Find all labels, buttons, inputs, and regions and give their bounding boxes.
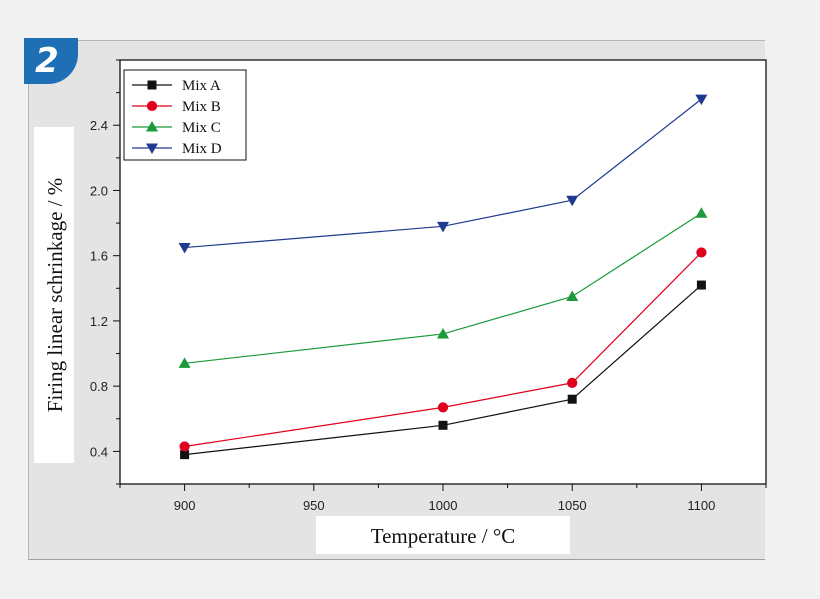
series-mix-b bbox=[179, 247, 707, 452]
square-marker bbox=[180, 450, 190, 460]
legend-entry: Mix B bbox=[132, 99, 221, 115]
x-tick-label: 1100 bbox=[687, 498, 715, 513]
series-line bbox=[184, 284, 702, 456]
series-mix-d bbox=[178, 94, 708, 254]
square-marker bbox=[147, 80, 157, 90]
square-marker bbox=[696, 280, 706, 290]
legend-label: Mix A bbox=[182, 78, 221, 94]
triangle-down-marker bbox=[566, 195, 579, 207]
triangle-up-marker bbox=[146, 121, 158, 132]
y-tick-label: 2.4 bbox=[90, 118, 108, 133]
triangle-down-marker bbox=[146, 143, 158, 154]
triangle-up-marker bbox=[178, 357, 191, 368]
y-tick-label: 1.6 bbox=[90, 249, 108, 264]
legend-label: Mix C bbox=[182, 120, 221, 136]
x-tick-label: 1050 bbox=[558, 498, 587, 513]
y-tick-label: 1.2 bbox=[90, 314, 108, 329]
x-tick-label: 1000 bbox=[429, 498, 458, 513]
series-line bbox=[184, 212, 702, 364]
circle-marker bbox=[437, 402, 449, 413]
legend-entry: Mix A bbox=[132, 78, 221, 94]
x-tick-label: 950 bbox=[303, 498, 325, 513]
triangle-down-marker bbox=[695, 94, 708, 106]
triangle-up-marker bbox=[695, 207, 708, 218]
circle-marker bbox=[146, 100, 158, 112]
square-marker bbox=[438, 420, 448, 430]
triangle-down-marker bbox=[437, 221, 449, 233]
legend-label: Mix D bbox=[182, 141, 222, 157]
y-axis-title: Firing linear schrinkage / % bbox=[43, 178, 67, 412]
circle-marker bbox=[179, 441, 190, 452]
x-tick-label: 900 bbox=[174, 498, 196, 513]
triangle-up-marker bbox=[437, 327, 449, 339]
legend-entry: Mix D bbox=[132, 141, 222, 157]
figure-number-badge: 2 bbox=[24, 38, 78, 84]
x-title-background bbox=[316, 516, 570, 554]
y-tick-label: 0.4 bbox=[90, 444, 108, 459]
x-axis-title: Temperature / °C bbox=[371, 524, 516, 548]
y-tick-label: 2.0 bbox=[90, 183, 108, 198]
series-mix-c bbox=[178, 207, 708, 368]
legend-entry: Mix C bbox=[132, 120, 221, 136]
y-tick-label: 0.8 bbox=[90, 379, 108, 394]
triangle-up-marker bbox=[566, 290, 579, 301]
circle-marker bbox=[696, 247, 707, 258]
triangle-down-marker bbox=[178, 243, 191, 254]
series-line bbox=[184, 98, 702, 249]
series-line bbox=[184, 252, 702, 448]
circle-marker bbox=[567, 377, 578, 388]
series-mix-a bbox=[180, 280, 706, 460]
square-marker bbox=[567, 394, 577, 404]
y-title-background bbox=[34, 127, 74, 463]
legend-label: Mix B bbox=[182, 99, 221, 115]
